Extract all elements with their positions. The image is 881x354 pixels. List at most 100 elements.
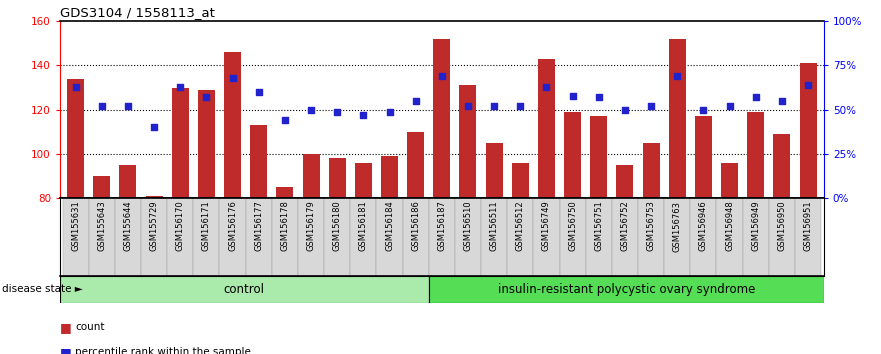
Bar: [250, 125, 267, 198]
Bar: [67, 79, 84, 198]
Bar: [198, 90, 215, 198]
Bar: [60, 276, 429, 303]
Point: [644, 103, 658, 109]
Bar: [407, 132, 424, 198]
Bar: [559, 198, 586, 276]
Text: GSM156184: GSM156184: [385, 201, 394, 251]
Point: [199, 95, 213, 100]
Point: [539, 84, 553, 90]
Point: [356, 112, 370, 118]
Bar: [586, 198, 611, 276]
Point: [382, 109, 396, 114]
Text: GSM156749: GSM156749: [542, 201, 551, 251]
Bar: [795, 198, 821, 276]
Bar: [691, 198, 716, 276]
Point: [226, 75, 240, 81]
Text: GSM156951: GSM156951: [803, 201, 812, 251]
Point: [722, 103, 737, 109]
Bar: [429, 198, 455, 276]
Text: percentile rank within the sample: percentile rank within the sample: [75, 347, 251, 354]
Text: GSM156180: GSM156180: [333, 201, 342, 251]
Point: [409, 98, 423, 104]
Bar: [219, 198, 246, 276]
Point: [174, 84, 188, 90]
Bar: [800, 63, 817, 198]
Text: ■: ■: [60, 321, 71, 334]
Text: GSM156176: GSM156176: [228, 201, 237, 251]
Bar: [429, 276, 824, 303]
Text: GSM156186: GSM156186: [411, 201, 420, 251]
Point: [592, 95, 606, 100]
Bar: [460, 85, 477, 198]
Text: GSM155729: GSM155729: [150, 201, 159, 251]
Bar: [277, 187, 293, 198]
Point: [696, 107, 710, 113]
Bar: [172, 88, 189, 198]
Text: disease state ►: disease state ►: [2, 284, 83, 295]
Text: ■: ■: [60, 346, 71, 354]
Bar: [669, 39, 685, 198]
Text: GSM156751: GSM156751: [595, 201, 603, 251]
Bar: [224, 52, 241, 198]
Text: GSM156752: GSM156752: [620, 201, 629, 251]
Bar: [120, 165, 137, 198]
Text: GSM156510: GSM156510: [463, 201, 472, 251]
Text: GSM156187: GSM156187: [437, 201, 447, 251]
Bar: [246, 198, 272, 276]
Bar: [89, 198, 115, 276]
Bar: [272, 198, 298, 276]
Point: [514, 103, 528, 109]
Bar: [355, 163, 372, 198]
Bar: [145, 196, 163, 198]
Bar: [115, 198, 141, 276]
Text: GSM156763: GSM156763: [673, 201, 682, 252]
Bar: [564, 112, 581, 198]
Bar: [533, 198, 559, 276]
Point: [121, 103, 135, 109]
Point: [618, 107, 632, 113]
Text: GSM156946: GSM156946: [699, 201, 708, 251]
Bar: [538, 59, 555, 198]
Bar: [664, 198, 691, 276]
Bar: [774, 134, 790, 198]
Bar: [512, 163, 529, 198]
Bar: [63, 198, 89, 276]
Bar: [302, 154, 320, 198]
Bar: [642, 143, 660, 198]
Point: [95, 103, 109, 109]
Bar: [617, 165, 633, 198]
Text: control: control: [224, 283, 265, 296]
Text: GSM156948: GSM156948: [725, 201, 734, 251]
Bar: [721, 163, 738, 198]
Text: insulin-resistant polycystic ovary syndrome: insulin-resistant polycystic ovary syndr…: [498, 283, 755, 296]
Bar: [481, 198, 507, 276]
Point: [252, 89, 266, 95]
Text: GSM156750: GSM156750: [568, 201, 577, 251]
Bar: [376, 198, 403, 276]
Bar: [324, 198, 351, 276]
Point: [487, 103, 501, 109]
Bar: [298, 198, 324, 276]
Text: GSM156181: GSM156181: [359, 201, 368, 251]
Text: GSM156179: GSM156179: [307, 201, 315, 251]
Bar: [403, 198, 429, 276]
Point: [69, 84, 83, 90]
Bar: [590, 116, 607, 198]
Bar: [747, 112, 764, 198]
Text: GSM156178: GSM156178: [280, 201, 289, 251]
Bar: [769, 198, 795, 276]
Bar: [695, 116, 712, 198]
Point: [330, 109, 344, 114]
Bar: [193, 198, 219, 276]
Point: [278, 118, 292, 123]
Text: GSM155643: GSM155643: [97, 201, 107, 251]
Point: [304, 107, 318, 113]
Text: GSM156171: GSM156171: [202, 201, 211, 251]
Bar: [433, 39, 450, 198]
Point: [670, 73, 685, 79]
Bar: [638, 198, 664, 276]
Bar: [167, 198, 193, 276]
Text: GSM156753: GSM156753: [647, 201, 655, 251]
Bar: [485, 143, 503, 198]
Text: GSM155631: GSM155631: [71, 201, 80, 251]
